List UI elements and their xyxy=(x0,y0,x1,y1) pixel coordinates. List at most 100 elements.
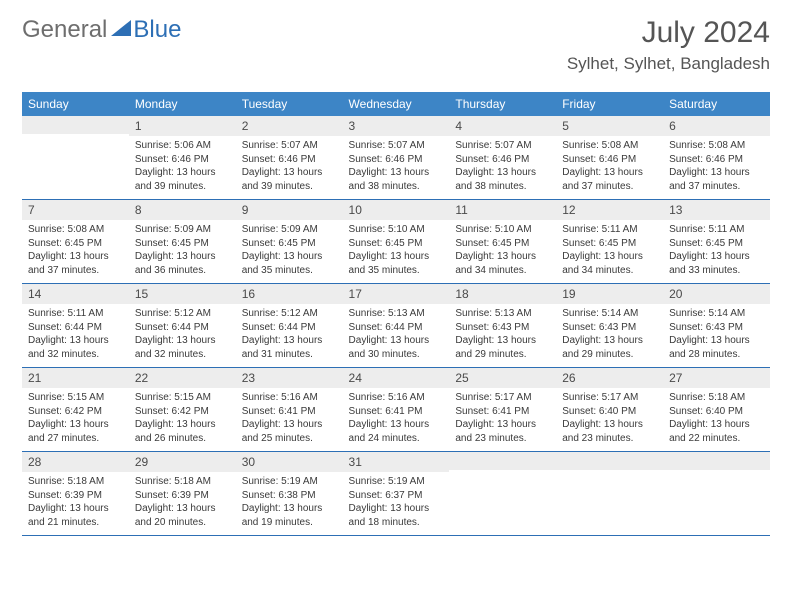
day-number: 7 xyxy=(22,200,129,220)
weekday-header: Sunday xyxy=(22,92,129,116)
day-info: Sunrise: 5:08 AMSunset: 6:46 PMDaylight:… xyxy=(663,136,770,199)
calendar-cell: 2Sunrise: 5:07 AMSunset: 6:46 PMDaylight… xyxy=(236,116,343,200)
calendar-cell: 21Sunrise: 5:15 AMSunset: 6:42 PMDayligh… xyxy=(22,368,129,452)
calendar-cell: 13Sunrise: 5:11 AMSunset: 6:45 PMDayligh… xyxy=(663,200,770,284)
month-title: July 2024 xyxy=(567,16,770,50)
calendar-cell xyxy=(22,116,129,200)
day-number: 18 xyxy=(449,284,556,304)
calendar-cell: 28Sunrise: 5:18 AMSunset: 6:39 PMDayligh… xyxy=(22,452,129,536)
calendar-row: 7Sunrise: 5:08 AMSunset: 6:45 PMDaylight… xyxy=(22,200,770,284)
day-number: 31 xyxy=(343,452,450,472)
day-info: Sunrise: 5:08 AMSunset: 6:45 PMDaylight:… xyxy=(22,220,129,283)
day-number: 14 xyxy=(22,284,129,304)
day-number: 26 xyxy=(556,368,663,388)
calendar-cell: 26Sunrise: 5:17 AMSunset: 6:40 PMDayligh… xyxy=(556,368,663,452)
weekday-header: Thursday xyxy=(449,92,556,116)
day-info: Sunrise: 5:19 AMSunset: 6:38 PMDaylight:… xyxy=(236,472,343,535)
calendar-cell: 10Sunrise: 5:10 AMSunset: 6:45 PMDayligh… xyxy=(343,200,450,284)
day-number: 17 xyxy=(343,284,450,304)
calendar-cell: 6Sunrise: 5:08 AMSunset: 6:46 PMDaylight… xyxy=(663,116,770,200)
calendar-cell: 24Sunrise: 5:16 AMSunset: 6:41 PMDayligh… xyxy=(343,368,450,452)
calendar-cell: 12Sunrise: 5:11 AMSunset: 6:45 PMDayligh… xyxy=(556,200,663,284)
day-info: Sunrise: 5:15 AMSunset: 6:42 PMDaylight:… xyxy=(22,388,129,451)
day-number: 1 xyxy=(129,116,236,136)
day-number: 8 xyxy=(129,200,236,220)
day-number: 11 xyxy=(449,200,556,220)
title-block: July 2024 Sylhet, Sylhet, Bangladesh xyxy=(567,16,770,74)
day-number xyxy=(663,452,770,470)
day-info: Sunrise: 5:11 AMSunset: 6:44 PMDaylight:… xyxy=(22,304,129,367)
calendar-body: 1Sunrise: 5:06 AMSunset: 6:46 PMDaylight… xyxy=(22,116,770,536)
location: Sylhet, Sylhet, Bangladesh xyxy=(567,54,770,74)
weekday-header: Tuesday xyxy=(236,92,343,116)
day-info: Sunrise: 5:08 AMSunset: 6:46 PMDaylight:… xyxy=(556,136,663,199)
day-info: Sunrise: 5:06 AMSunset: 6:46 PMDaylight:… xyxy=(129,136,236,199)
day-number: 4 xyxy=(449,116,556,136)
day-info: Sunrise: 5:10 AMSunset: 6:45 PMDaylight:… xyxy=(343,220,450,283)
calendar-cell: 23Sunrise: 5:16 AMSunset: 6:41 PMDayligh… xyxy=(236,368,343,452)
calendar-cell: 27Sunrise: 5:18 AMSunset: 6:40 PMDayligh… xyxy=(663,368,770,452)
weekday-header: Monday xyxy=(129,92,236,116)
weekday-header: Wednesday xyxy=(343,92,450,116)
day-info: Sunrise: 5:14 AMSunset: 6:43 PMDaylight:… xyxy=(556,304,663,367)
day-info: Sunrise: 5:16 AMSunset: 6:41 PMDaylight:… xyxy=(236,388,343,451)
day-number: 6 xyxy=(663,116,770,136)
day-number: 5 xyxy=(556,116,663,136)
calendar-row: 28Sunrise: 5:18 AMSunset: 6:39 PMDayligh… xyxy=(22,452,770,536)
calendar-cell: 1Sunrise: 5:06 AMSunset: 6:46 PMDaylight… xyxy=(129,116,236,200)
calendar-cell: 5Sunrise: 5:08 AMSunset: 6:46 PMDaylight… xyxy=(556,116,663,200)
day-info: Sunrise: 5:18 AMSunset: 6:39 PMDaylight:… xyxy=(129,472,236,535)
day-info: Sunrise: 5:19 AMSunset: 6:37 PMDaylight:… xyxy=(343,472,450,535)
calendar-row: 21Sunrise: 5:15 AMSunset: 6:42 PMDayligh… xyxy=(22,368,770,452)
day-number: 30 xyxy=(236,452,343,472)
day-number: 15 xyxy=(129,284,236,304)
calendar-cell: 14Sunrise: 5:11 AMSunset: 6:44 PMDayligh… xyxy=(22,284,129,368)
day-info: Sunrise: 5:12 AMSunset: 6:44 PMDaylight:… xyxy=(129,304,236,367)
calendar-cell xyxy=(663,452,770,536)
calendar-cell: 30Sunrise: 5:19 AMSunset: 6:38 PMDayligh… xyxy=(236,452,343,536)
weekday-header-row: SundayMondayTuesdayWednesdayThursdayFrid… xyxy=(22,92,770,116)
day-info: Sunrise: 5:14 AMSunset: 6:43 PMDaylight:… xyxy=(663,304,770,367)
day-info: Sunrise: 5:17 AMSunset: 6:40 PMDaylight:… xyxy=(556,388,663,451)
day-info: Sunrise: 5:17 AMSunset: 6:41 PMDaylight:… xyxy=(449,388,556,451)
day-number: 29 xyxy=(129,452,236,472)
calendar-cell: 9Sunrise: 5:09 AMSunset: 6:45 PMDaylight… xyxy=(236,200,343,284)
day-info: Sunrise: 5:10 AMSunset: 6:45 PMDaylight:… xyxy=(449,220,556,283)
day-number xyxy=(22,116,129,134)
day-number: 23 xyxy=(236,368,343,388)
day-number: 12 xyxy=(556,200,663,220)
calendar-cell: 31Sunrise: 5:19 AMSunset: 6:37 PMDayligh… xyxy=(343,452,450,536)
day-number xyxy=(449,452,556,470)
day-info: Sunrise: 5:07 AMSunset: 6:46 PMDaylight:… xyxy=(343,136,450,199)
calendar-cell: 16Sunrise: 5:12 AMSunset: 6:44 PMDayligh… xyxy=(236,284,343,368)
calendar-cell: 8Sunrise: 5:09 AMSunset: 6:45 PMDaylight… xyxy=(129,200,236,284)
day-info: Sunrise: 5:13 AMSunset: 6:44 PMDaylight:… xyxy=(343,304,450,367)
calendar-cell: 29Sunrise: 5:18 AMSunset: 6:39 PMDayligh… xyxy=(129,452,236,536)
calendar-row: 14Sunrise: 5:11 AMSunset: 6:44 PMDayligh… xyxy=(22,284,770,368)
weekday-header: Saturday xyxy=(663,92,770,116)
day-number: 19 xyxy=(556,284,663,304)
calendar-cell: 4Sunrise: 5:07 AMSunset: 6:46 PMDaylight… xyxy=(449,116,556,200)
day-number: 22 xyxy=(129,368,236,388)
day-number: 21 xyxy=(22,368,129,388)
header: General Blue July 2024 Sylhet, Sylhet, B… xyxy=(22,16,770,74)
day-info: Sunrise: 5:15 AMSunset: 6:42 PMDaylight:… xyxy=(129,388,236,451)
logo-text-general: General xyxy=(22,16,107,44)
day-number: 2 xyxy=(236,116,343,136)
day-info: Sunrise: 5:09 AMSunset: 6:45 PMDaylight:… xyxy=(236,220,343,283)
calendar-cell: 22Sunrise: 5:15 AMSunset: 6:42 PMDayligh… xyxy=(129,368,236,452)
day-info: Sunrise: 5:13 AMSunset: 6:43 PMDaylight:… xyxy=(449,304,556,367)
day-info: Sunrise: 5:07 AMSunset: 6:46 PMDaylight:… xyxy=(236,136,343,199)
logo-text-blue: Blue xyxy=(133,16,181,44)
day-number: 25 xyxy=(449,368,556,388)
calendar-cell: 7Sunrise: 5:08 AMSunset: 6:45 PMDaylight… xyxy=(22,200,129,284)
day-number xyxy=(556,452,663,470)
calendar-cell: 3Sunrise: 5:07 AMSunset: 6:46 PMDaylight… xyxy=(343,116,450,200)
day-number: 16 xyxy=(236,284,343,304)
calendar-cell: 18Sunrise: 5:13 AMSunset: 6:43 PMDayligh… xyxy=(449,284,556,368)
day-number: 24 xyxy=(343,368,450,388)
day-info: Sunrise: 5:16 AMSunset: 6:41 PMDaylight:… xyxy=(343,388,450,451)
day-info: Sunrise: 5:09 AMSunset: 6:45 PMDaylight:… xyxy=(129,220,236,283)
calendar-cell: 15Sunrise: 5:12 AMSunset: 6:44 PMDayligh… xyxy=(129,284,236,368)
calendar-cell: 17Sunrise: 5:13 AMSunset: 6:44 PMDayligh… xyxy=(343,284,450,368)
